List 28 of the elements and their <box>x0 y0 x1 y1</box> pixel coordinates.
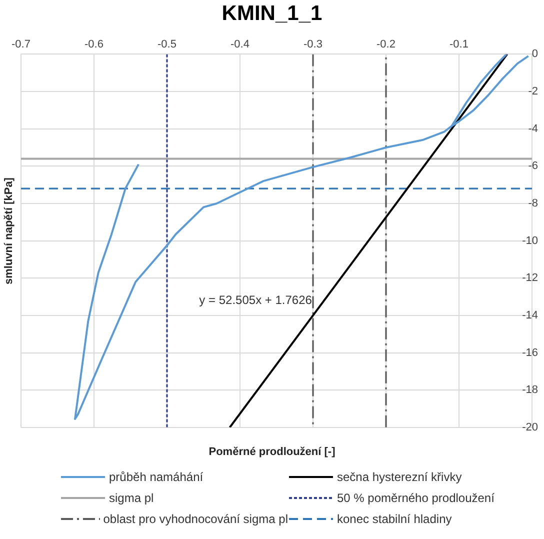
legend-label: sečna hysterezní křivky <box>337 470 462 484</box>
x-tick-label: -0.7 <box>12 38 30 51</box>
chart-title: KMIN_1_1 <box>220 2 324 26</box>
y-tick-label: -12 <box>522 272 538 284</box>
y-tick-label: -6 <box>528 160 538 172</box>
legend-label: průběh namáhání <box>109 470 204 484</box>
y-tick-label: 0 <box>532 48 538 60</box>
y-tick-label: -16 <box>522 346 538 359</box>
y-tick-label: -4 <box>528 122 538 135</box>
x-tick-label: -0.3 <box>304 38 322 51</box>
legend-label: konec stabilní hladiny <box>337 512 452 526</box>
legend-label: 50 % poměrného prodloužení <box>337 491 494 505</box>
y-axis-title: smluvní napětí [kPa] <box>3 176 15 286</box>
legend-label: sigma pl <box>109 491 154 505</box>
annotation: y = 52.505x + 1.7626 <box>199 292 312 307</box>
y-tick-label: -14 <box>522 309 538 322</box>
x-tick-label: -0.5 <box>158 38 176 51</box>
x-tick-label: -0.4 <box>230 38 250 51</box>
y-tick-label: -10 <box>522 234 538 247</box>
x-tick-label: -0.1 <box>450 38 468 51</box>
y-tick-label: -8 <box>528 198 538 210</box>
legend-label: oblast pro vyhodnocování sigma pl <box>103 512 288 526</box>
x-tick-label: -0.2 <box>376 38 396 51</box>
y-tick-label: -18 <box>522 384 538 396</box>
x-tick-label: -0.6 <box>84 38 104 51</box>
y-tick-label: -20 <box>522 421 538 434</box>
y-tick-label: -2 <box>528 86 538 98</box>
x-axis-title: Poměrné prodloužení [-] <box>208 446 336 458</box>
